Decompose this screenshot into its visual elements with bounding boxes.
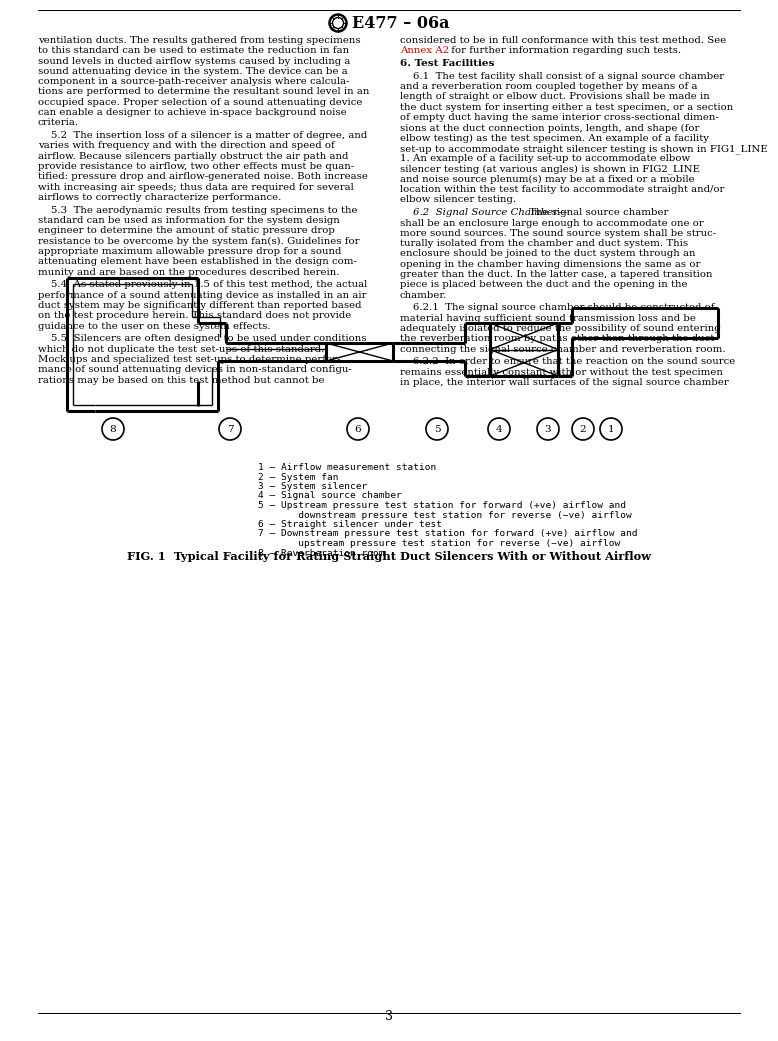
Circle shape (102, 418, 124, 440)
Text: 1. An example of a facility set-up to accommodate elbow: 1. An example of a facility set-up to ac… (400, 154, 690, 163)
Text: on the test procedure herein. This standard does not provide: on the test procedure herein. This stand… (38, 311, 351, 321)
Text: the reverberation room by paths other than through the duct: the reverberation room by paths other th… (400, 334, 714, 344)
Text: 1 – Airflow measurement station: 1 – Airflow measurement station (258, 463, 436, 472)
Circle shape (572, 418, 594, 440)
Text: to this standard can be used to estimate the reduction in fan: to this standard can be used to estimate… (38, 46, 349, 55)
Text: FIG. 1  Typical Facility for Rating Straight Duct Silencers With or Without Airf: FIG. 1 Typical Facility for Rating Strai… (127, 551, 651, 562)
Text: 2 – System fan: 2 – System fan (258, 473, 338, 482)
Text: criteria.: criteria. (38, 119, 79, 127)
Text: resistance to be overcome by the system fan(s). Guidelines for: resistance to be overcome by the system … (38, 236, 359, 246)
Text: standard can be used as information for the system design: standard can be used as information for … (38, 217, 340, 225)
Text: 1: 1 (608, 425, 615, 433)
Text: mance of sound attenuating devices in non-standard configu-: mance of sound attenuating devices in no… (38, 365, 352, 375)
Text: 2: 2 (580, 425, 587, 433)
Text: the duct system for inserting either a test specimen, or a section: the duct system for inserting either a t… (400, 103, 733, 111)
Circle shape (488, 418, 510, 440)
Text: E477 – 06a: E477 – 06a (352, 15, 450, 31)
Text: attenuating element have been established in the design com-: attenuating element have been establishe… (38, 257, 357, 266)
Text: performance of a sound attenuating device as installed in an air: performance of a sound attenuating devic… (38, 290, 366, 300)
Text: 6 – Straight silencer under test: 6 – Straight silencer under test (258, 520, 442, 529)
Text: tified: pressure drop and airflow-generated noise. Both increase: tified: pressure drop and airflow-genera… (38, 173, 368, 181)
Text: 7: 7 (226, 425, 233, 433)
Text: of empty duct having the same interior cross-sectional dimen-: of empty duct having the same interior c… (400, 113, 719, 122)
Text: sions at the duct connection points, length, and shape (for: sions at the duct connection points, len… (400, 124, 699, 132)
Text: 6.2.1  The signal source chamber should be constructed of: 6.2.1 The signal source chamber should b… (400, 304, 714, 312)
Text: which do not duplicate the test set-ups of this standard.: which do not duplicate the test set-ups … (38, 345, 324, 354)
Circle shape (426, 418, 448, 440)
Text: enclosure should be joined to the duct system through an: enclosure should be joined to the duct s… (400, 250, 696, 258)
Text: 4: 4 (496, 425, 503, 433)
Text: 6: 6 (355, 425, 361, 433)
Text: length of straight or elbow duct. Provisions shall be made in: length of straight or elbow duct. Provis… (400, 93, 710, 102)
Text: 5: 5 (433, 425, 440, 433)
Text: shall be an enclosure large enough to accommodate one or: shall be an enclosure large enough to ac… (400, 219, 704, 228)
Text: 5 – Upstream pressure test station for forward (+ve) airflow and: 5 – Upstream pressure test station for f… (258, 501, 626, 510)
Text: 3: 3 (545, 425, 552, 433)
Text: material having sufficient sound transmission loss and be: material having sufficient sound transmi… (400, 313, 696, 323)
Text: with increasing air speeds; thus data are required for several: with increasing air speeds; thus data ar… (38, 183, 354, 192)
Text: rations may be based on this test method but cannot be: rations may be based on this test method… (38, 376, 324, 384)
Text: 7 – Downstream pressure test station for forward (+ve) airflow and: 7 – Downstream pressure test station for… (258, 530, 637, 538)
Circle shape (537, 418, 559, 440)
Text: engineer to determine the amount of static pressure drop: engineer to determine the amount of stat… (38, 226, 335, 235)
Text: 5.4  As stated previously in 1.5 of this test method, the actual: 5.4 As stated previously in 1.5 of this … (38, 280, 367, 289)
Text: 6.1  The test facility shall consist of a signal source chamber: 6.1 The test facility shall consist of a… (400, 72, 724, 81)
Text: appropriate maximum allowable pressure drop for a sound: appropriate maximum allowable pressure d… (38, 247, 342, 256)
Text: tions are performed to determine the resultant sound level in an: tions are performed to determine the res… (38, 87, 370, 97)
Text: opening in the chamber having dimensions the same as or: opening in the chamber having dimensions… (400, 260, 700, 269)
Text: 4 – Signal source chamber: 4 – Signal source chamber (258, 491, 401, 501)
Text: 6.2  Signal Source Chamber—: 6.2 Signal Source Chamber— (400, 208, 568, 218)
Text: 5.2  The insertion loss of a silencer is a matter of degree, and: 5.2 The insertion loss of a silencer is … (38, 131, 367, 141)
Text: guidance to the user on these system effects.: guidance to the user on these system eff… (38, 322, 271, 331)
Text: downstream pressure test station for reverse (−ve) airflow: downstream pressure test station for rev… (258, 510, 632, 519)
Text: adequately isolated to reduce the possibility of sound entering: adequately isolated to reduce the possib… (400, 324, 720, 333)
Text: component in a source-path-receiver analysis where calcula-: component in a source-path-receiver anal… (38, 77, 349, 86)
Circle shape (347, 418, 369, 440)
Text: 5.5  Silencers are often designed to be used under conditions: 5.5 Silencers are often designed to be u… (38, 334, 366, 344)
Text: elbow silencer testing.: elbow silencer testing. (400, 196, 516, 204)
Text: 6. Test Facilities: 6. Test Facilities (400, 59, 494, 68)
Text: ventilation ducts. The results gathered from testing specimens: ventilation ducts. The results gathered … (38, 36, 361, 45)
Text: considered to be in full conformance with this test method. See: considered to be in full conformance wit… (400, 36, 726, 45)
Text: 8 – Reverberation room: 8 – Reverberation room (258, 549, 384, 558)
Circle shape (219, 418, 241, 440)
Text: occupied space. Proper selection of a sound attenuating device: occupied space. Proper selection of a so… (38, 98, 363, 107)
Circle shape (600, 418, 622, 440)
Text: 3 – System silencer: 3 – System silencer (258, 482, 367, 491)
Text: more sound sources. The sound source system shall be struc-: more sound sources. The sound source sys… (400, 229, 716, 238)
Text: connecting the signal source chamber and reverberation room.: connecting the signal source chamber and… (400, 345, 726, 354)
Text: chamber.: chamber. (400, 290, 447, 300)
Text: and a reverberation room coupled together by means of a: and a reverberation room coupled togethe… (400, 82, 698, 92)
Text: munity and are based on the procedures described herein.: munity and are based on the procedures d… (38, 268, 339, 277)
Text: airflow. Because silencers partially obstruct the air path and: airflow. Because silencers partially obs… (38, 152, 349, 160)
Text: in place, the interior wall surfaces of the signal source chamber: in place, the interior wall surfaces of … (400, 378, 729, 387)
Text: Mock-ups and specialized test set-ups to determine perfor-: Mock-ups and specialized test set-ups to… (38, 355, 340, 364)
Text: The signal source chamber: The signal source chamber (527, 208, 669, 218)
Text: varies with frequency and with the direction and speed of: varies with frequency and with the direc… (38, 142, 335, 151)
Text: can enable a designer to achieve in-space background noise: can enable a designer to achieve in-spac… (38, 108, 347, 117)
Text: for further information regarding such tests.: for further information regarding such t… (448, 46, 681, 55)
Text: greater than the duct. In the latter case, a tapered transition: greater than the duct. In the latter cas… (400, 270, 713, 279)
Text: provide resistance to airflow, two other effects must be quan-: provide resistance to airflow, two other… (38, 162, 354, 171)
Text: duct system may be significantly different than reported based: duct system may be significantly differe… (38, 301, 362, 310)
Text: sound levels in ducted airflow systems caused by including a: sound levels in ducted airflow systems c… (38, 56, 350, 66)
Text: location within the test facility to accommodate straight and/or: location within the test facility to acc… (400, 185, 724, 195)
Text: 8: 8 (110, 425, 117, 433)
Text: Annex A2: Annex A2 (400, 46, 449, 55)
Text: upstream pressure test station for reverse (−ve) airflow: upstream pressure test station for rever… (258, 539, 620, 548)
Text: silencer testing (at various angles) is shown in FIG2_LINE: silencer testing (at various angles) is … (400, 164, 700, 175)
Text: 5.3  The aerodynamic results from testing specimens to the: 5.3 The aerodynamic results from testing… (38, 206, 358, 214)
Text: 3: 3 (385, 1010, 393, 1023)
Text: airflows to correctly characterize performance.: airflows to correctly characterize perfo… (38, 193, 282, 202)
Text: turally isolated from the chamber and duct system. This: turally isolated from the chamber and du… (400, 239, 688, 248)
Text: sound attenuating device in the system. The device can be a: sound attenuating device in the system. … (38, 67, 348, 76)
Text: piece is placed between the duct and the opening in the: piece is placed between the duct and the… (400, 280, 688, 289)
Text: 6.2.2  In order to ensure that the reaction on the sound source: 6.2.2 In order to ensure that the reacti… (400, 357, 735, 366)
Text: elbow testing) as the test specimen. An example of a facility: elbow testing) as the test specimen. An … (400, 133, 709, 143)
Text: and noise source plenum(s) may be at a fixed or a mobile: and noise source plenum(s) may be at a f… (400, 175, 695, 184)
Text: remains essentially constant with or without the test specimen: remains essentially constant with or wit… (400, 367, 723, 377)
Text: set-up to accommodate straight silencer testing is shown in FIG1_LINE: set-up to accommodate straight silencer … (400, 144, 768, 154)
